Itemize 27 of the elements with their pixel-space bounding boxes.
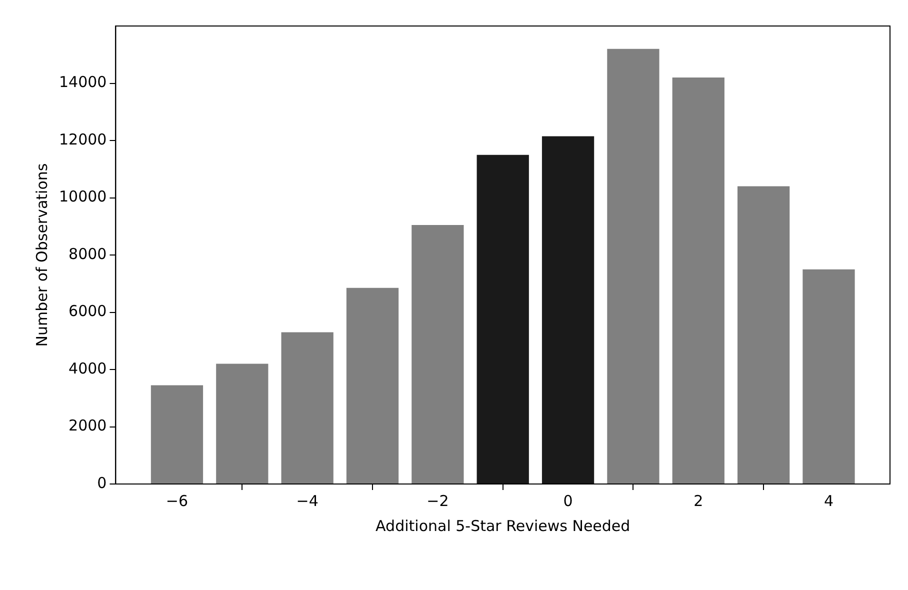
y-tick-label: 6000	[68, 302, 107, 320]
y-tick-label: 14000	[59, 73, 107, 92]
bar	[346, 288, 399, 484]
bar	[281, 332, 334, 484]
y-tick-label: 12000	[59, 130, 107, 148]
y-tick-label: 4000	[68, 359, 107, 378]
bar	[150, 385, 204, 484]
x-axis-title: Additional 5-Star Reviews Needed	[376, 516, 630, 535]
bar	[672, 78, 724, 484]
bar	[216, 364, 268, 484]
y-tick-label: 10000	[59, 188, 107, 206]
x-tick-label: 2	[694, 492, 704, 510]
y-tick-label: 8000	[68, 244, 107, 263]
bar	[412, 224, 464, 484]
bar	[607, 48, 660, 484]
bar	[802, 269, 855, 484]
x-tick-label: −6	[166, 492, 188, 510]
bar	[476, 154, 529, 484]
x-tick-label: 0	[563, 492, 573, 510]
bar	[542, 136, 594, 484]
x-tick-label: 4	[824, 492, 834, 510]
y-tick-label: 2000	[68, 416, 107, 435]
y-tick-label: 0	[97, 474, 107, 492]
x-tick-label: −2	[426, 492, 449, 510]
bar	[737, 186, 790, 484]
y-axis-title: Number of Observations	[32, 163, 51, 347]
x-tick-label: −4	[296, 492, 318, 510]
